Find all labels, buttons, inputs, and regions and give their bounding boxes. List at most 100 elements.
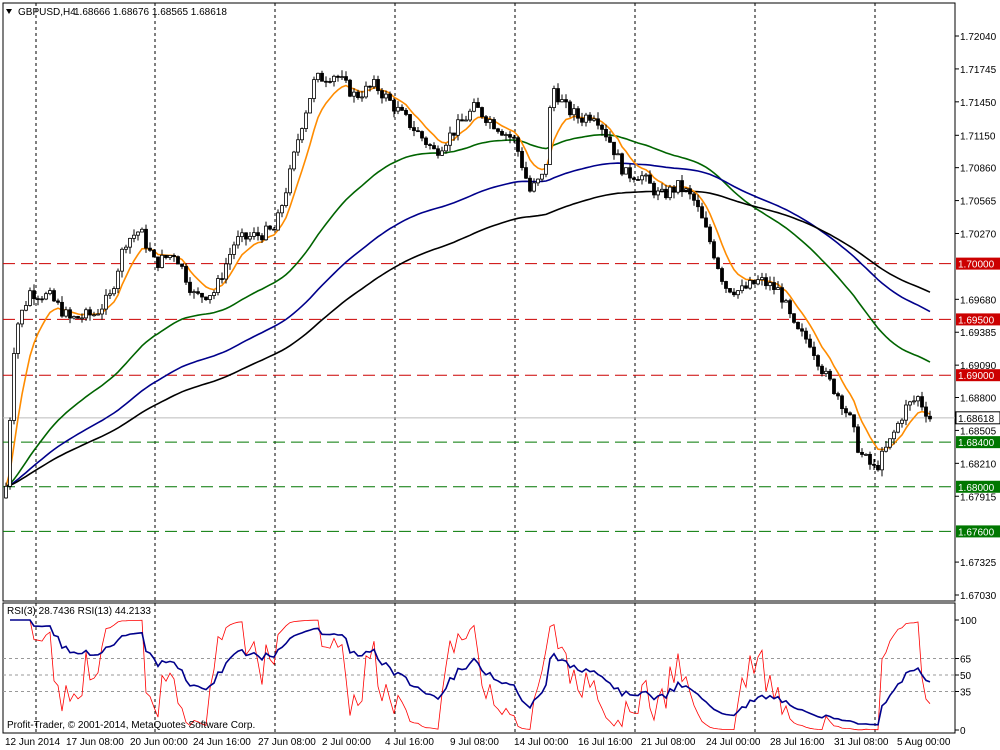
price-tick-label: 1.67915 <box>960 492 997 503</box>
candle-body <box>176 256 180 265</box>
candle-body <box>704 217 708 228</box>
candle-body <box>548 107 552 165</box>
candle-body <box>32 290 36 300</box>
candle-body <box>508 134 512 138</box>
rsi3-line <box>10 619 931 731</box>
candle-body <box>828 370 832 380</box>
candle-body <box>360 96 364 99</box>
candle-body <box>608 136 612 143</box>
candle-body <box>872 463 876 466</box>
candle-body <box>532 182 536 192</box>
candle-body <box>524 167 528 179</box>
candle-body <box>72 316 76 319</box>
candle-body <box>348 79 352 97</box>
level-badge <box>956 436 1000 449</box>
candle-body <box>340 76 344 78</box>
candle-body <box>888 438 892 448</box>
candle-body <box>800 328 804 332</box>
chart-header-symbol: GBPUSD,H4 <box>18 7 76 18</box>
candle-body <box>52 290 56 302</box>
candle-body <box>736 290 740 296</box>
candle-body <box>584 114 588 123</box>
candle-body <box>580 117 584 123</box>
candle-body <box>260 235 264 241</box>
candle-body <box>300 128 304 141</box>
candle-body <box>464 119 468 122</box>
candle-body <box>40 298 44 301</box>
candle-body <box>416 130 420 133</box>
candle-body <box>56 300 60 303</box>
candle-body <box>228 254 232 265</box>
candle-body <box>372 79 376 88</box>
time-label: 16 Jul 16:00 <box>578 737 633 748</box>
candle-body <box>916 396 920 402</box>
candle-body <box>848 412 852 416</box>
candle-body <box>68 309 72 319</box>
candle-body <box>528 177 532 192</box>
price-tick-label: 1.67030 <box>960 591 997 602</box>
candle-body <box>352 91 356 97</box>
candle-body <box>924 406 928 417</box>
level-label: 1.69000 <box>958 371 995 382</box>
candle-body <box>312 79 316 99</box>
current-price-badge <box>955 411 1000 425</box>
time-label: 20 Jun 00:00 <box>130 737 188 748</box>
candle-body <box>868 453 872 465</box>
candle-body <box>488 119 492 123</box>
candle-body <box>640 175 644 181</box>
candle-body <box>308 98 312 114</box>
candle-body <box>512 136 516 139</box>
support-resistance-levels: 1.70000 1.69500 1.69000 1.68400 1.68000 1.676… <box>3 257 1000 538</box>
level-label: 1.68000 <box>958 483 995 494</box>
price-tick-label: 1.69680 <box>960 295 997 306</box>
candle-body <box>212 292 216 296</box>
candle-body <box>428 144 432 146</box>
candle-body <box>628 167 632 179</box>
candle-body <box>756 279 760 285</box>
time-label: 24 Jul 00:00 <box>706 737 761 748</box>
ma-black-line <box>5 190 931 488</box>
candle-body <box>908 401 912 406</box>
candle-body <box>224 263 228 280</box>
candle-body <box>236 236 240 246</box>
candle-body <box>840 395 844 410</box>
candle-body <box>284 192 288 206</box>
candle-body <box>188 281 192 293</box>
candle-body <box>444 144 448 152</box>
price-tick-label: 1.69090 <box>960 361 997 372</box>
candle-body <box>616 153 620 156</box>
candle-body <box>264 225 268 241</box>
candle-body <box>676 180 680 193</box>
candle-body <box>64 309 68 317</box>
candle-body <box>824 370 828 374</box>
candle-body <box>920 396 924 408</box>
candle-body <box>556 88 560 103</box>
candle-body <box>24 305 28 311</box>
candle-body <box>552 88 556 108</box>
candle-body <box>148 247 152 251</box>
candle-body <box>656 190 660 196</box>
candle-body <box>792 313 796 323</box>
candle-body <box>384 93 388 99</box>
current-price-label: 1.68618 <box>958 414 995 425</box>
candle-body <box>724 281 728 289</box>
candle-body <box>884 446 888 452</box>
candle-body <box>368 85 372 88</box>
candle-body <box>692 193 696 201</box>
candle-body <box>816 355 820 367</box>
candle-body <box>904 404 908 421</box>
time-axis: 12 Jun 2014 17 Jun 08:00 20 Jun 00:00 24 Ju… <box>5 737 951 748</box>
candle-body <box>36 298 40 301</box>
candle-body <box>436 148 440 156</box>
symbol-dropdown-icon[interactable] <box>6 9 12 14</box>
candle-body <box>648 174 652 184</box>
level-badge <box>956 369 1000 382</box>
candle-body <box>396 106 400 112</box>
candle-body <box>96 313 100 316</box>
price-tick-label: 1.70270 <box>960 229 997 240</box>
candle-body <box>132 234 136 239</box>
candle-body <box>880 450 884 471</box>
candle-body <box>364 85 368 98</box>
time-label: 12 Jun 2014 <box>5 737 60 748</box>
